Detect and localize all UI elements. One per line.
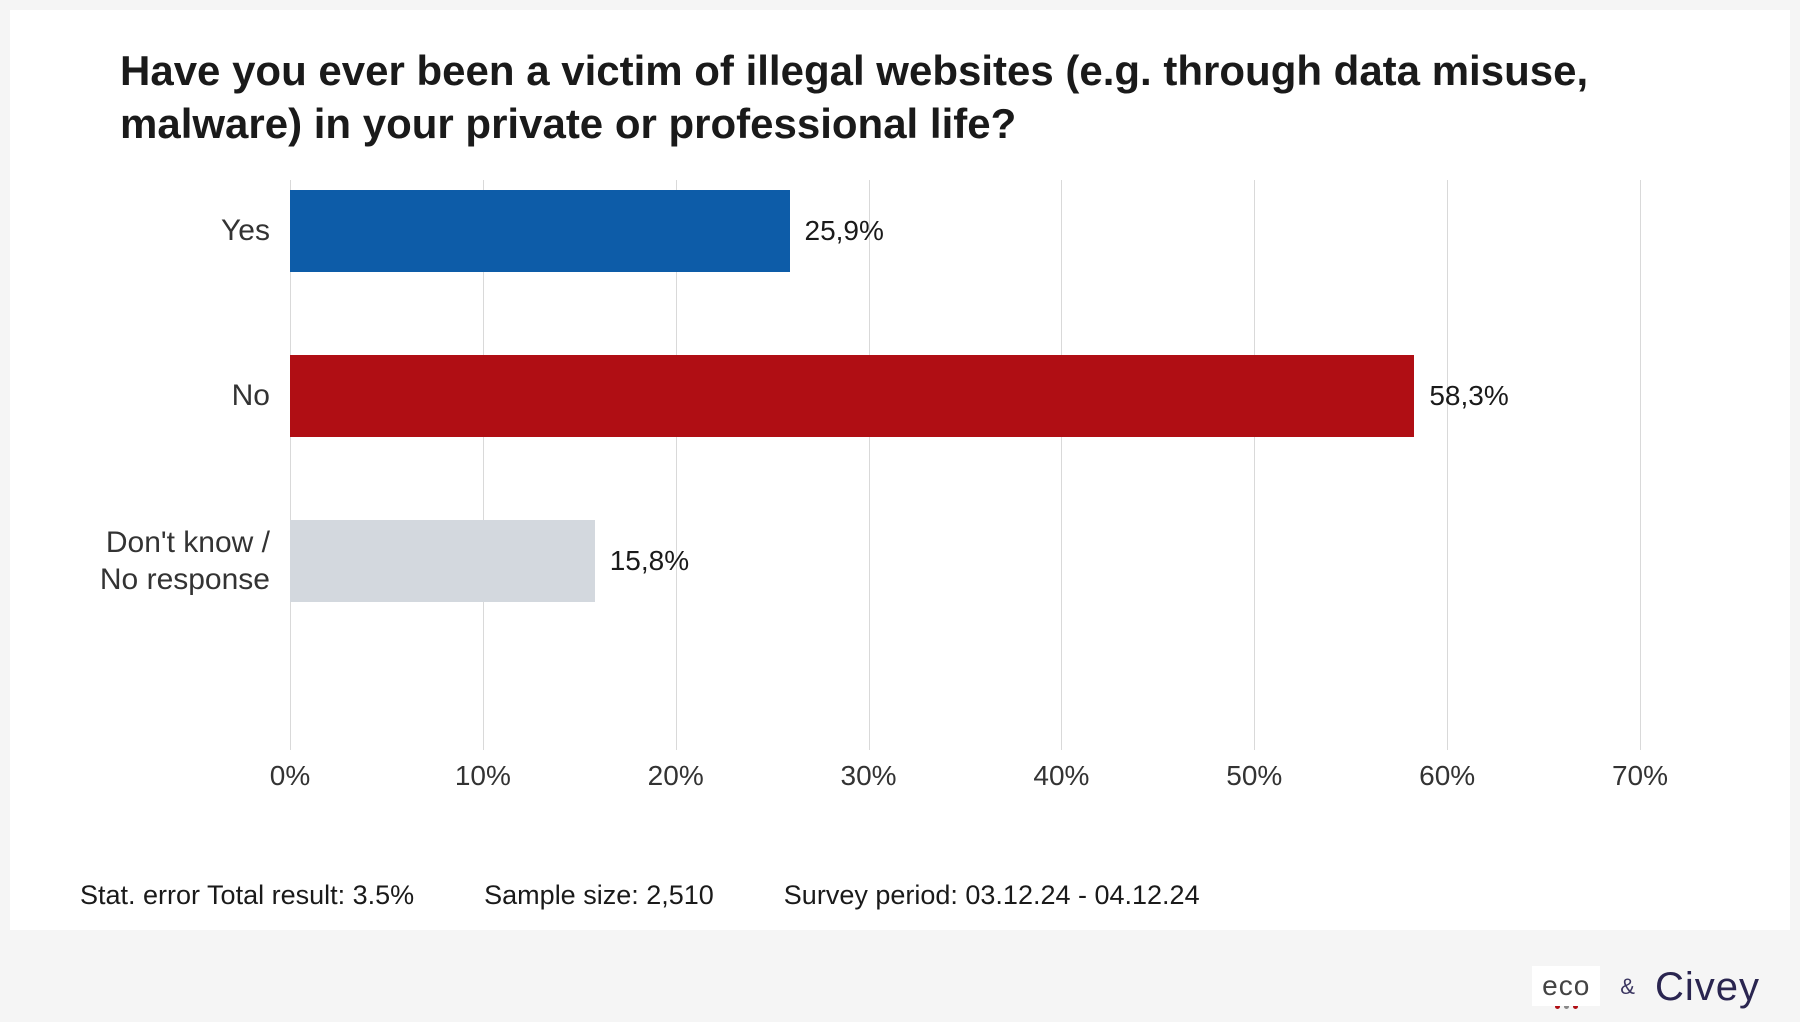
survey-period: Survey period: 03.12.24 - 04.12.24 bbox=[784, 880, 1200, 911]
ampersand: & bbox=[1620, 974, 1635, 1000]
bar bbox=[290, 355, 1414, 437]
chart-title: Have you ever been a victim of illegal w… bbox=[120, 45, 1680, 150]
x-axis: 0%10%20%30%40%50%60%70% bbox=[290, 750, 1640, 790]
plot-area: Yes25,9% No58,3% Don't know /No response15… bbox=[290, 180, 1640, 790]
bar-row: Yes25,9% bbox=[290, 190, 1640, 272]
bar bbox=[290, 190, 790, 272]
bar-value-label: 58,3% bbox=[1429, 380, 1508, 412]
x-tick-label: 0% bbox=[270, 760, 310, 792]
x-tick-label: 50% bbox=[1226, 760, 1282, 792]
bar-category-label: No bbox=[40, 377, 290, 415]
bar-value-label: 15,8% bbox=[610, 545, 689, 577]
eco-logo-text: eco bbox=[1532, 966, 1600, 1006]
gridline bbox=[1640, 180, 1641, 750]
bar-row: No58,3% bbox=[290, 355, 1640, 437]
x-tick-label: 10% bbox=[455, 760, 511, 792]
civey-logo: Civey bbox=[1655, 965, 1760, 1010]
x-tick-label: 70% bbox=[1612, 760, 1668, 792]
footer-stats: Stat. error Total result: 3.5% Sample si… bbox=[80, 880, 1680, 911]
bar-row: Don't know /No response15,8% bbox=[290, 520, 1640, 602]
x-tick-label: 30% bbox=[841, 760, 897, 792]
x-tick-label: 60% bbox=[1419, 760, 1475, 792]
bar-category-label: Don't know /No response bbox=[40, 524, 290, 599]
x-tick-label: 40% bbox=[1033, 760, 1089, 792]
x-tick-label: 20% bbox=[648, 760, 704, 792]
sample-size: Sample size: 2,510 bbox=[484, 880, 714, 911]
bar-category-label: Yes bbox=[40, 212, 290, 250]
chart-container: Have you ever been a victim of illegal w… bbox=[10, 10, 1790, 930]
eco-logo: eco bbox=[1532, 966, 1600, 1009]
bar-value-label: 25,9% bbox=[805, 215, 884, 247]
bar bbox=[290, 520, 595, 602]
stat-error: Stat. error Total result: 3.5% bbox=[80, 880, 414, 911]
